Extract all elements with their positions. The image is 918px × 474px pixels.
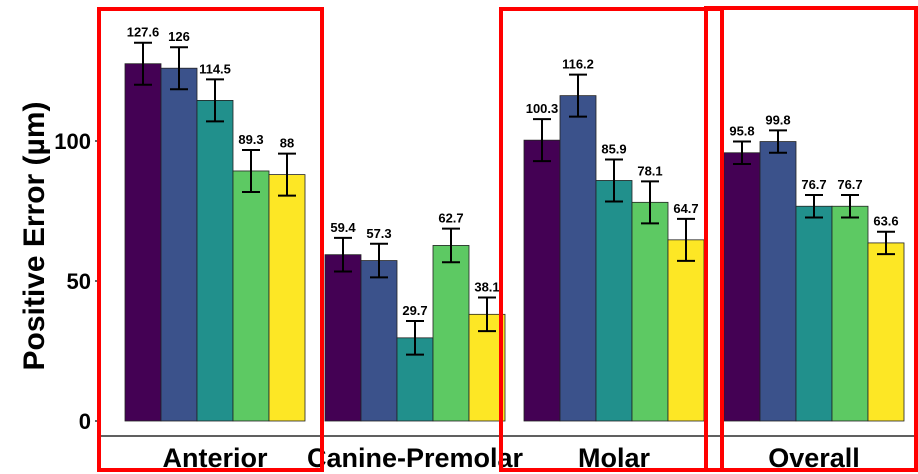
highlight-box [499,7,724,472]
data-label: 99.8 [765,112,790,127]
bar [523,139,561,422]
data-label: 85.9 [601,141,626,156]
data-label: 127.6 [127,25,160,40]
bar [432,245,470,422]
y-tick-label: 0 [79,409,91,434]
bar [595,180,633,422]
bar [360,260,398,422]
highlight-box [704,6,918,472]
y-tick-label: 50 [67,269,91,294]
data-label: 76.7 [837,177,862,192]
data-label: 100.3 [526,101,559,116]
y-tick-label: 100 [54,129,91,154]
data-label: 126 [168,29,190,44]
data-label: 57.3 [366,226,391,241]
bar [324,254,362,422]
data-label: 95.8 [729,124,754,139]
bars [124,63,905,422]
data-label: 116.2 [562,57,594,72]
bar [124,63,162,422]
data-label: 62.7 [438,211,463,226]
bar [759,141,797,422]
bar [196,100,234,422]
bar [559,95,597,422]
y-axis-label: Positive Error (µm) [18,101,51,370]
data-label: 114.5 [199,61,231,76]
highlight-boxes [97,6,918,472]
bar [232,170,270,422]
bar [723,152,761,422]
data-label: 88 [280,136,294,151]
bar [631,201,669,422]
bar [795,205,833,422]
data-label: 38.1 [474,280,499,295]
bar [160,67,198,422]
bar [831,205,869,422]
data-label: 59.4 [330,220,356,235]
bar [867,242,905,422]
data-label: 29.7 [402,303,427,318]
data-label: 89.3 [238,132,263,147]
error-bars [134,41,895,356]
highlight-box [97,7,324,472]
data-labels: 127.6 59.4 100.3 95.8 126 57.3 116.2 99.8 114.5 2… [127,25,899,318]
data-label: 78.1 [637,163,662,178]
data-label: 63.6 [873,214,898,229]
data-label: 64.7 [673,201,698,216]
x-tick-label: Canine-Premolar [307,443,524,473]
bar [268,174,306,422]
bar [667,239,705,422]
data-label: 76.7 [801,177,826,192]
